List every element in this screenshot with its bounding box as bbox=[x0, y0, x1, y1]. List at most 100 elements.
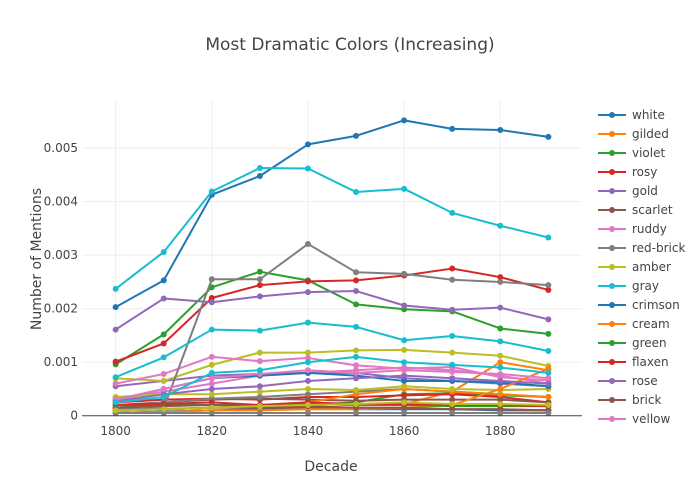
data-point bbox=[160, 370, 167, 377]
data-point bbox=[208, 410, 215, 417]
data-point bbox=[449, 385, 456, 392]
legend-swatch-marker bbox=[609, 397, 615, 403]
series-line bbox=[115, 393, 549, 404]
legend-label: rosy bbox=[632, 165, 657, 179]
data-point bbox=[208, 385, 215, 392]
legend-item-scarlet[interactable]: scarlet bbox=[598, 203, 673, 217]
x-tick-label: 1860 bbox=[389, 424, 420, 438]
data-point bbox=[545, 234, 552, 241]
data-point bbox=[545, 347, 552, 354]
legend-swatch-marker bbox=[609, 416, 615, 422]
legend-item-violet[interactable]: violet bbox=[598, 146, 665, 160]
data-point bbox=[353, 323, 360, 330]
series-gray bbox=[112, 164, 552, 292]
y-tick-label: 0.002 bbox=[44, 302, 78, 316]
data-point bbox=[256, 367, 263, 374]
data-point bbox=[256, 349, 263, 356]
legend-item-red-brick[interactable]: red-brick bbox=[598, 241, 685, 255]
data-point bbox=[304, 402, 311, 409]
data-point bbox=[401, 392, 408, 399]
data-point bbox=[208, 375, 215, 382]
data-point bbox=[304, 410, 311, 417]
data-point bbox=[545, 369, 552, 376]
legend-item-brick[interactable]: brick bbox=[598, 393, 661, 407]
y-tick-label: 0.001 bbox=[44, 355, 78, 369]
data-point bbox=[353, 353, 360, 360]
data-point bbox=[545, 380, 552, 387]
legend-label: brick bbox=[632, 393, 661, 407]
y-tick-label: 0.004 bbox=[44, 195, 78, 209]
data-point bbox=[449, 209, 456, 216]
data-point bbox=[497, 370, 504, 377]
legend-item-ruddy[interactable]: ruddy bbox=[598, 222, 667, 236]
legend-swatch-marker bbox=[609, 188, 615, 194]
data-point bbox=[401, 404, 408, 411]
legend-item-gray[interactable]: gray bbox=[598, 279, 659, 293]
data-point bbox=[545, 393, 552, 400]
legend-swatch-marker bbox=[609, 378, 615, 384]
legend-item-white[interactable]: white bbox=[598, 108, 665, 122]
data-point bbox=[304, 278, 311, 285]
legend-label: gilded bbox=[632, 127, 669, 141]
data-point bbox=[304, 289, 311, 296]
legend-swatch-marker bbox=[609, 207, 615, 213]
data-point bbox=[353, 362, 360, 369]
legend-item-yellow[interactable]: yellow bbox=[598, 412, 670, 426]
series-line bbox=[115, 401, 549, 408]
data-point bbox=[208, 299, 215, 306]
data-point bbox=[256, 388, 263, 395]
data-point bbox=[545, 330, 552, 337]
data-point bbox=[160, 277, 167, 284]
data-point bbox=[401, 185, 408, 192]
data-point bbox=[160, 331, 167, 338]
data-point bbox=[304, 240, 311, 247]
legend-item-cream[interactable]: cream bbox=[598, 317, 670, 331]
data-point bbox=[353, 400, 360, 407]
data-point bbox=[353, 375, 360, 382]
data-point bbox=[497, 391, 504, 398]
data-point bbox=[304, 377, 311, 384]
data-point bbox=[449, 349, 456, 356]
legend-item-rose[interactable]: rose bbox=[598, 374, 658, 388]
data-point bbox=[256, 282, 263, 289]
data-point bbox=[112, 374, 119, 381]
legend-swatch-marker bbox=[609, 340, 615, 346]
data-point bbox=[497, 385, 504, 392]
legend-swatch-marker bbox=[609, 112, 615, 118]
legend-item-gold[interactable]: gold bbox=[598, 184, 658, 198]
data-point bbox=[401, 377, 408, 384]
axis-layer: 0 0.001 0.002 0.003 0.004 0.005 1800 1820 1840 18… bbox=[44, 141, 582, 438]
data-point bbox=[160, 385, 167, 392]
data-point bbox=[304, 367, 311, 374]
data-point bbox=[208, 353, 215, 360]
data-point bbox=[401, 399, 408, 406]
data-point bbox=[353, 288, 360, 295]
chart-title: Most Dramatic Colors (Increasing) bbox=[205, 35, 494, 55]
legend-item-crimson[interactable]: crimson bbox=[598, 298, 680, 312]
data-point bbox=[449, 276, 456, 283]
legend-item-green[interactable]: green bbox=[598, 336, 667, 350]
data-point bbox=[208, 404, 215, 411]
data-point bbox=[401, 270, 408, 277]
data-point bbox=[256, 327, 263, 334]
series-line bbox=[115, 267, 549, 363]
data-point bbox=[160, 340, 167, 347]
data-point bbox=[497, 352, 504, 359]
data-point bbox=[208, 326, 215, 333]
legend-label: gray bbox=[632, 279, 659, 293]
y-axis-title: Number of Mentions bbox=[29, 188, 45, 330]
data-point bbox=[353, 410, 360, 417]
legend-item-gilded[interactable]: gilded bbox=[598, 127, 669, 141]
series-line bbox=[115, 321, 549, 379]
legend-item-flaxen[interactable]: flaxen bbox=[598, 355, 669, 369]
data-point bbox=[497, 304, 504, 311]
data-point bbox=[353, 391, 360, 398]
legend[interactable]: white gilded violet rosy gold scarlet ruddy red… bbox=[598, 108, 685, 426]
data-point bbox=[401, 337, 408, 344]
data-point bbox=[208, 361, 215, 368]
legend-item-amber[interactable]: amber bbox=[598, 260, 671, 274]
data-point bbox=[353, 369, 360, 376]
series-line bbox=[115, 367, 549, 415]
series-line bbox=[115, 374, 549, 403]
legend-item-rosy[interactable]: rosy bbox=[598, 165, 657, 179]
